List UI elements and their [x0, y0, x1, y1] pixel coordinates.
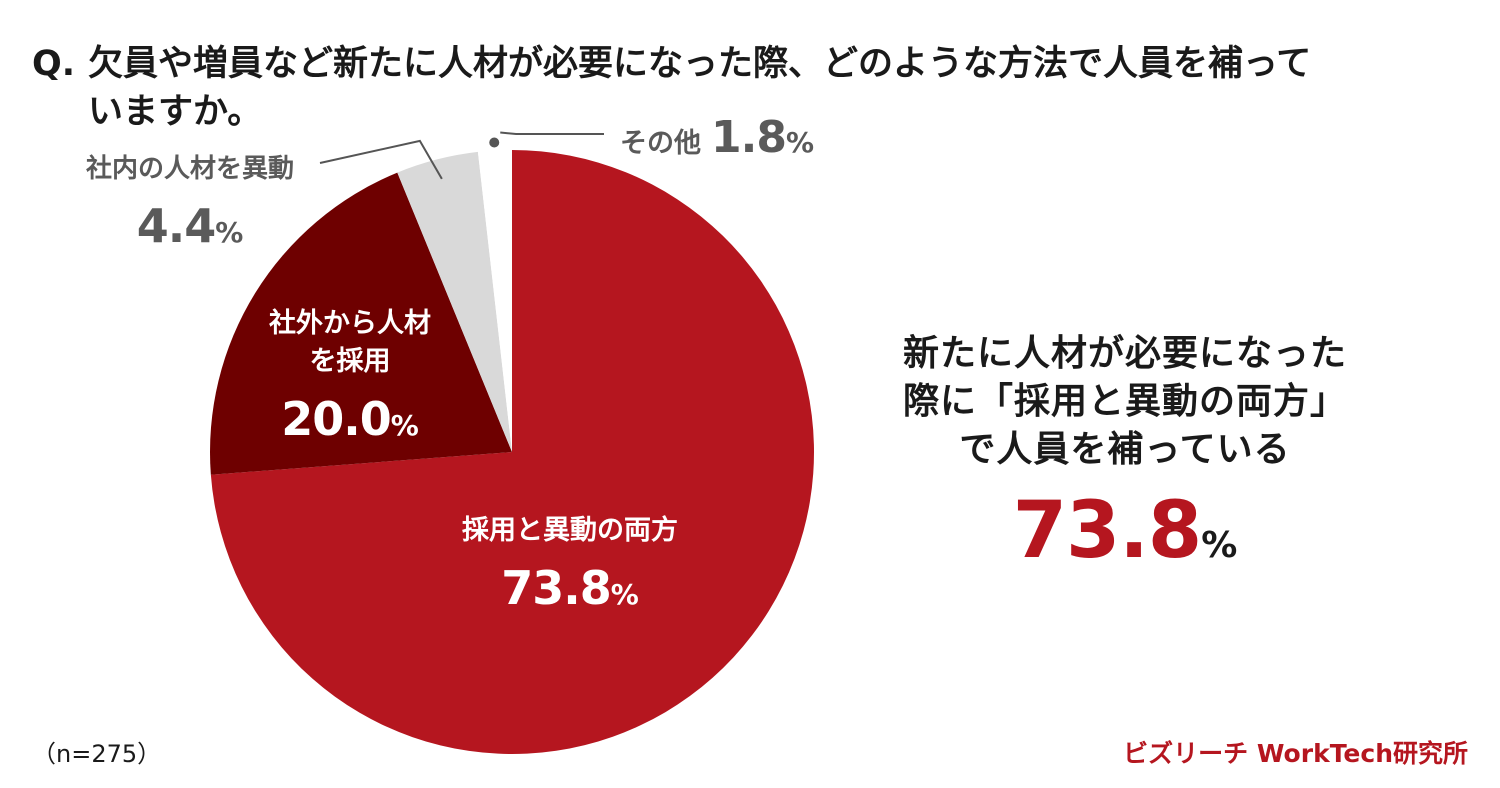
slice-name-external-hire-line-1: 社外から人材: [269, 308, 431, 339]
slice-value-both: 73.8: [501, 561, 611, 615]
question-line-2: いますか。: [88, 92, 263, 132]
slice-other: [477, 150, 512, 452]
leader-dot-other: [489, 137, 500, 148]
slice-unit-other: %: [785, 126, 815, 159]
question-title: Q. 欠員や増員など新たに人材が必要になった際、どのような方法で人員を補って いま…: [32, 40, 1432, 136]
slice-internal-transfer: [397, 151, 512, 452]
question-line-1: 欠員や増員など新たに人材が必要になった際、どのような方法で人員を補って: [88, 44, 1312, 84]
slice-label-external-hire: 社外から人材 を採用 20.0%: [240, 305, 460, 456]
slice-value-internal-transfer: 4.4: [136, 199, 216, 253]
slice-label-both: 採用と異動の両方 73.8%: [430, 512, 710, 625]
slice-label-other: その他 1.8%: [620, 108, 814, 173]
slice-both: [210, 150, 814, 755]
slice-unit-internal-transfer: %: [215, 216, 244, 249]
highlight-callout: 新たに人材が必要になった 際に「採用と異動の両方」 で人員を補っている 73.8…: [870, 330, 1380, 591]
sample-size: （n=275）: [32, 740, 162, 768]
brand-credit: ビズリーチ WorkTech研究所: [1123, 739, 1468, 768]
leader-line-internal-transfer: [319, 139, 443, 180]
highlight-line-3: で人員を補っている: [959, 429, 1291, 470]
highlight-value: 73.8: [1012, 486, 1202, 576]
slice-unit-both: %: [610, 578, 639, 611]
leader-line-other: [500, 131, 604, 135]
slice-name-internal-transfer: 社内の人材を異動: [85, 154, 294, 184]
highlight-line-2: 際に「採用と異動の両方」: [902, 381, 1347, 422]
slice-name-other: その他: [620, 128, 701, 159]
slice-unit-external-hire: %: [390, 409, 419, 442]
slice-value-other: 1.8: [711, 112, 787, 163]
slice-external-hire: [210, 172, 513, 475]
highlight-line-1: 新たに人材が必要になった: [902, 333, 1347, 374]
question-prefix: Q.: [32, 44, 76, 84]
slice-name-both: 採用と異動の両方: [462, 515, 678, 546]
slice-label-internal-transfer: 社内の人材を異動 4.4%: [60, 150, 320, 263]
slice-value-external-hire: 20.0: [281, 392, 391, 446]
slice-name-external-hire-line-2: を採用: [309, 346, 391, 377]
highlight-unit: %: [1201, 525, 1238, 566]
